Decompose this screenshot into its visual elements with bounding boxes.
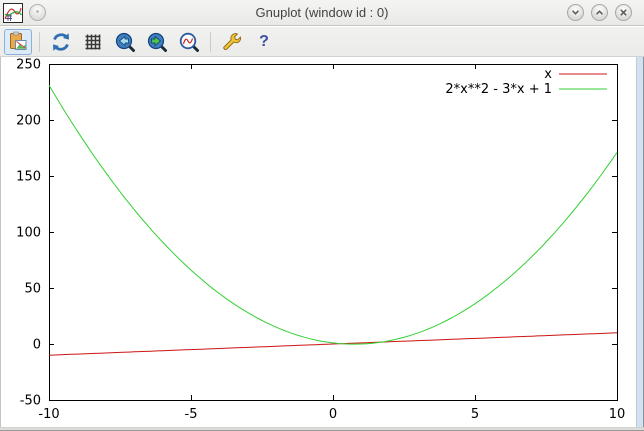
gnuplot-app-icon: [3, 3, 23, 23]
toolbar: ?: [0, 27, 644, 57]
titlebar[interactable]: Gnuplot (window id : 0): [0, 0, 644, 26]
legend-label: x: [544, 67, 552, 82]
window-resize-border-right[interactable]: [636, 57, 644, 428]
svg-text:0: 0: [33, 338, 41, 353]
zoom-next-button[interactable]: [143, 29, 171, 55]
chevron-down-icon: [572, 10, 579, 15]
toolbar-separator: [39, 31, 40, 52]
svg-text:-5: -5: [185, 407, 198, 422]
help-button[interactable]: ?: [250, 29, 278, 55]
refresh-icon: [53, 32, 69, 51]
unzoom-icon: [179, 32, 199, 52]
window-resize-border-bottom[interactable]: [0, 427, 644, 431]
minimize-button[interactable]: [567, 4, 584, 21]
chevron-up-icon: [596, 10, 603, 15]
clipboard-image-icon: [10, 31, 27, 50]
window-menu-button[interactable]: [29, 4, 46, 21]
plot-canvas[interactable]: -10 -5 0 5 10 -50 0 50 100 150 200 250 x 2*x**2 - 3*x…: [0, 57, 644, 431]
help-icon: ?: [259, 32, 269, 50]
svg-text:-10: -10: [38, 407, 59, 422]
maximize-button[interactable]: [591, 4, 608, 21]
close-icon: [620, 9, 627, 16]
wrench-icon: [223, 32, 242, 50]
window-title: Gnuplot (window id : 0): [255, 5, 389, 20]
svg-text:200: 200: [16, 114, 41, 129]
svg-text:5: 5: [471, 407, 479, 422]
svg-text:250: 250: [16, 58, 41, 73]
legend-label: 2*x**2 - 3*x + 1: [445, 82, 552, 97]
zoom-previous-button[interactable]: [111, 29, 139, 55]
grid-icon: [85, 34, 101, 49]
svg-text:100: 100: [16, 226, 41, 241]
svg-text:0: 0: [329, 407, 337, 422]
copy-to-clipboard-button[interactable]: [4, 28, 32, 55]
toolbar-separator: [210, 31, 211, 52]
svg-text:150: 150: [16, 170, 41, 185]
svg-text:10: 10: [609, 407, 626, 422]
svg-text:50: 50: [24, 282, 41, 297]
settings-button[interactable]: [218, 29, 246, 55]
unzoom-button[interactable]: [175, 29, 203, 55]
replot-button[interactable]: [47, 29, 75, 55]
close-button[interactable]: [615, 4, 632, 21]
zoom-next-icon: [147, 32, 167, 52]
zoom-previous-icon: [115, 32, 135, 52]
svg-text:-50: -50: [20, 394, 41, 409]
toggle-grid-button[interactable]: [79, 29, 107, 55]
